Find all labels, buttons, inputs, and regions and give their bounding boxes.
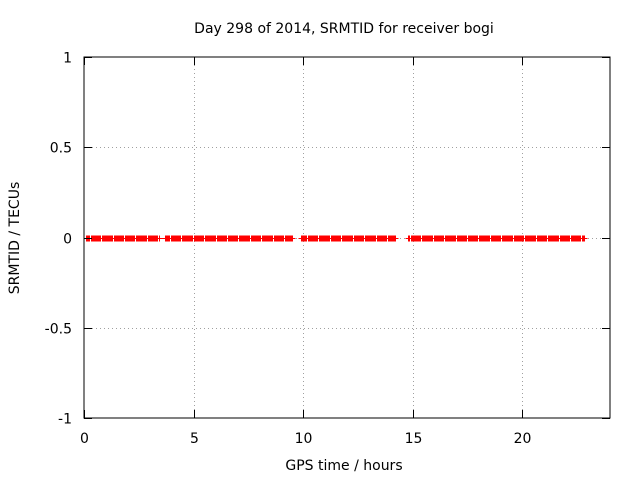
data-point (156, 235, 163, 242)
x-axis-label: GPS time / hours (285, 458, 402, 474)
data-point (581, 235, 588, 242)
x-tick-label: 5 (190, 431, 199, 447)
y-tick-label: 1 (63, 51, 72, 67)
plot-frame (83, 56, 611, 419)
y-tick-label: 0 (63, 232, 72, 248)
data-point (392, 235, 399, 242)
y-tick-label: -0.5 (45, 322, 72, 338)
x-tick-label: 0 (80, 431, 89, 447)
chart-title: Day 298 of 2014, SRMTID for receiver bog… (194, 21, 494, 37)
x-tick-label: 10 (295, 431, 313, 447)
data-point (289, 235, 296, 242)
y-tick-label: -1 (58, 412, 72, 428)
x-tick-label: 20 (514, 431, 532, 447)
data-points (83, 235, 588, 242)
x-tick-label: 15 (405, 431, 423, 447)
axis-ticks: 0 5 10 15 20 -1 -0.5 0 0.5 1 (45, 51, 610, 447)
y-axis-label: SRMTID / TECUs (7, 182, 23, 295)
y-tick-label: 0.5 (50, 141, 72, 157)
